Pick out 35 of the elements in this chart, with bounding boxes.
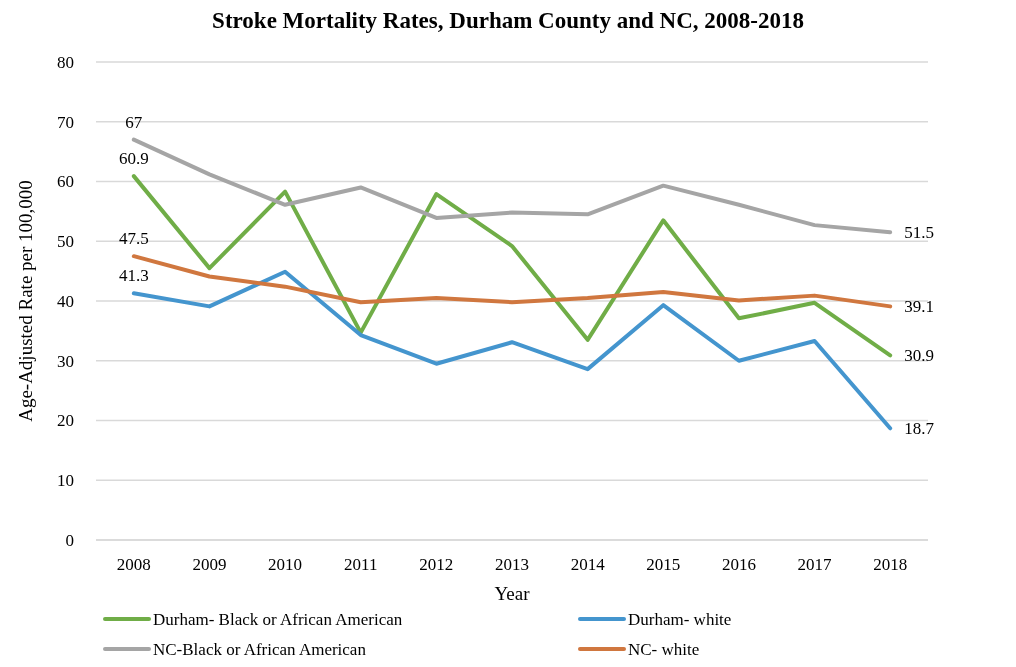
y-tick-label: 20 <box>57 411 74 431</box>
x-tick-label: 2014 <box>570 555 606 574</box>
x-tick-label: 2018 <box>873 555 908 574</box>
data-label: 67 <box>125 112 143 132</box>
data-label: 39.1 <box>904 297 934 317</box>
legend-label: NC-Black or African American <box>153 639 367 659</box>
data-label: 51.5 <box>904 223 934 243</box>
x-tick-label: 2015 <box>646 555 681 574</box>
data-label: 60.9 <box>118 149 149 169</box>
y-tick-label: 60 <box>57 172 74 192</box>
x-axis-title: Year <box>494 583 531 604</box>
data-label: 30.9 <box>904 346 934 366</box>
x-tick-label: 2013 <box>495 555 529 574</box>
x-tick-label: 2012 <box>419 555 454 574</box>
x-tick-label: 2009 <box>192 555 227 574</box>
data-label: 41.3 <box>118 266 149 286</box>
legend-label: Durham- Black or African American <box>153 609 403 629</box>
y-tick-label: 40 <box>57 291 74 311</box>
data-label: 47.5 <box>118 229 149 249</box>
y-tick-label: 50 <box>57 232 74 252</box>
x-tick-label: 2017 <box>797 555 833 574</box>
y-tick-label: 80 <box>57 52 74 72</box>
x-tick-label: 2016 <box>721 555 756 574</box>
y-tick-label: 0 <box>65 530 74 550</box>
x-tick-label: 2011 <box>344 555 378 574</box>
y-tick-label: 30 <box>57 351 74 371</box>
chart-title: Stroke Mortality Rates, Durham County and NC, 2008-2018 <box>212 8 804 33</box>
legend-label: NC- white <box>628 639 700 659</box>
y-axis-title: Age-Adjusted Rate per 100,000 <box>15 180 36 422</box>
y-tick-label: 10 <box>57 471 74 491</box>
legend-label: Durham- white <box>628 609 732 629</box>
x-tick-label: 2010 <box>268 555 303 574</box>
x-tick-label: 2008 <box>116 555 151 574</box>
y-tick-label: 70 <box>57 112 74 132</box>
data-label: 18.7 <box>904 419 935 439</box>
